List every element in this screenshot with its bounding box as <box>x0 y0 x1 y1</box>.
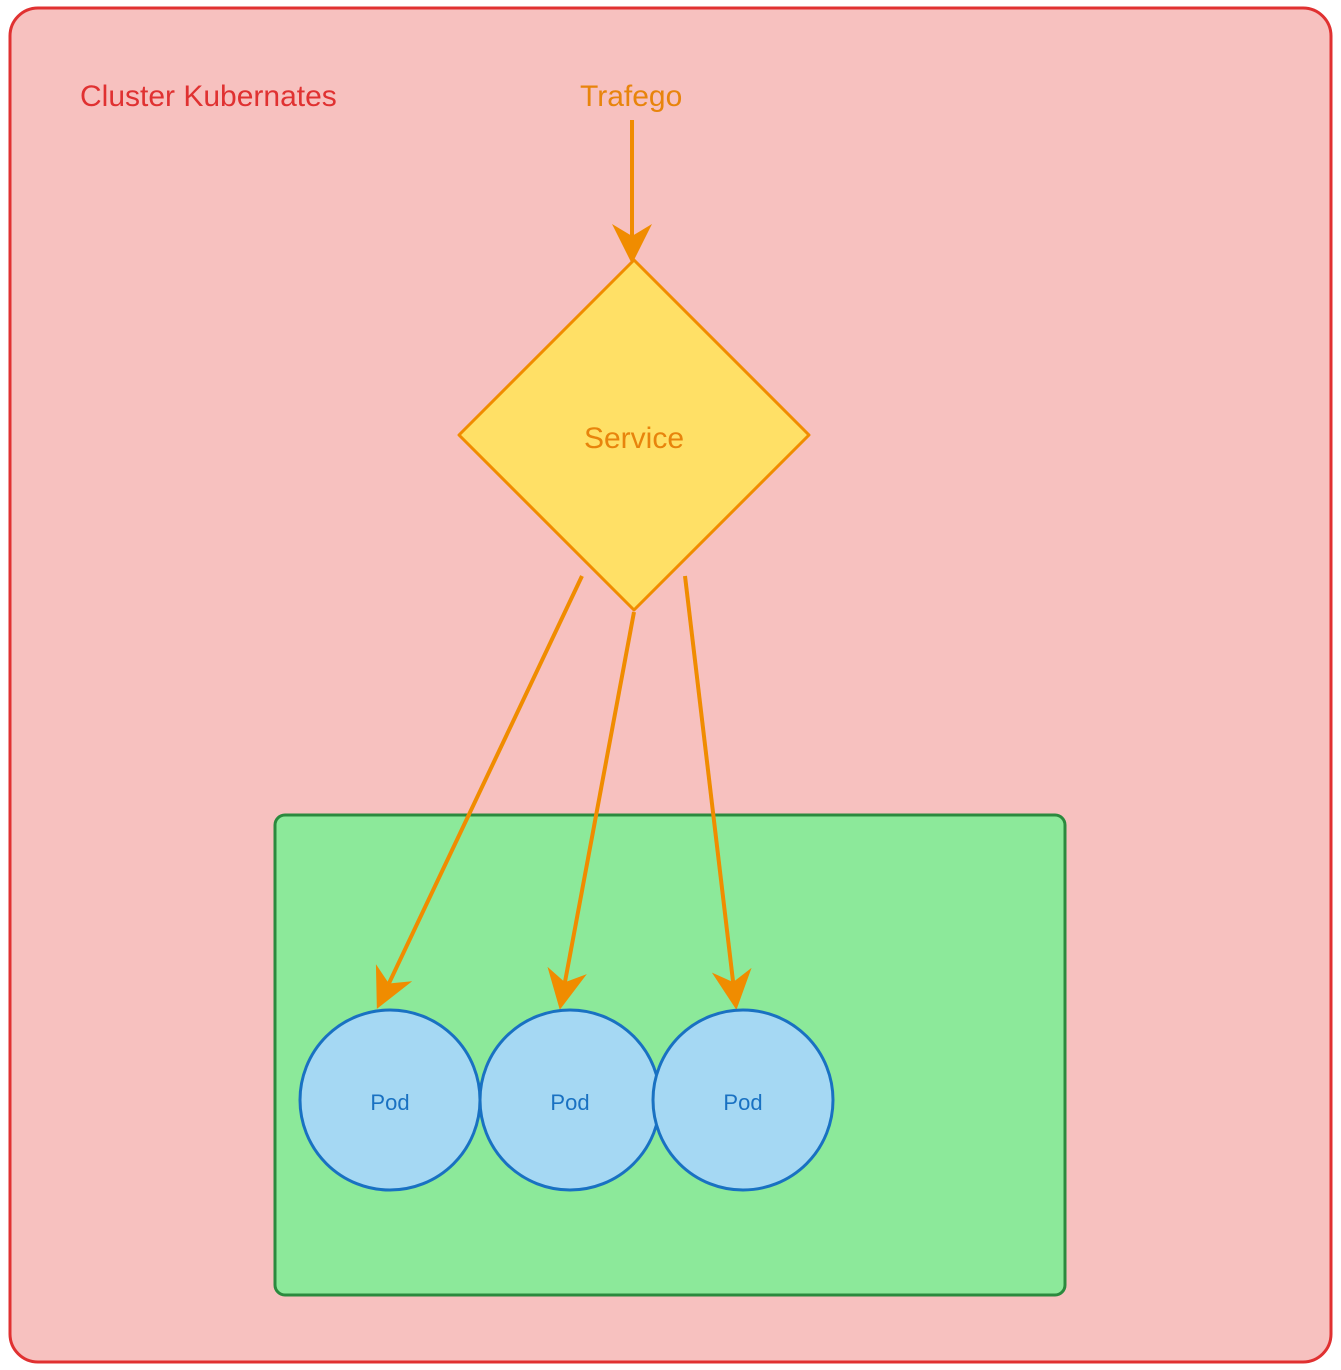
traffic-label: Trafego <box>580 80 682 113</box>
pod-label-3: Pod <box>723 1090 762 1115</box>
cluster-label: Cluster Kubernates <box>80 80 337 113</box>
diagram-canvas: Cluster Kubernates Trafego Service Pod Pod Po… <box>0 0 1341 1370</box>
pod-label-2: Pod <box>550 1090 589 1115</box>
pod-label-1: Pod <box>370 1090 409 1115</box>
service-label: Service <box>584 422 684 455</box>
